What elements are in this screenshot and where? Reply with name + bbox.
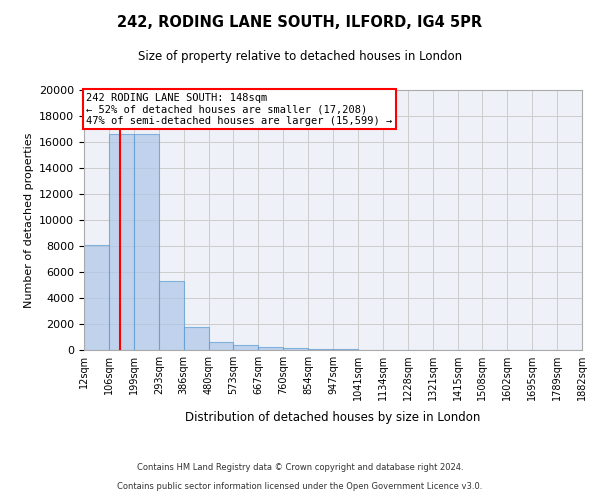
Text: 242 RODING LANE SOUTH: 148sqm
← 52% of detached houses are smaller (17,208)
47% : 242 RODING LANE SOUTH: 148sqm ← 52% of d… [86,92,393,126]
Bar [308,349,333,350]
Bar [184,326,209,350]
Bar [109,134,134,350]
X-axis label: Distribution of detached houses by size in London: Distribution of detached houses by size … [185,412,481,424]
Bar [209,342,233,350]
Bar [84,244,109,350]
Bar [259,347,283,350]
Bar [233,346,259,350]
Text: Size of property relative to detached houses in London: Size of property relative to detached ho… [138,50,462,63]
Text: Contains HM Land Registry data © Crown copyright and database right 2024.: Contains HM Land Registry data © Crown c… [137,464,463,472]
Text: 242, RODING LANE SOUTH, ILFORD, IG4 5PR: 242, RODING LANE SOUTH, ILFORD, IG4 5PR [118,15,482,30]
Text: Contains public sector information licensed under the Open Government Licence v3: Contains public sector information licen… [118,482,482,491]
Bar [283,348,308,350]
Bar [134,134,159,350]
Y-axis label: Number of detached properties: Number of detached properties [23,132,34,308]
Bar [159,281,184,350]
